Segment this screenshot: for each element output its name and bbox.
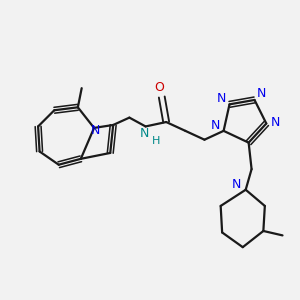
Text: N: N: [211, 119, 220, 132]
Text: H: H: [152, 136, 160, 146]
Text: N: N: [271, 116, 280, 128]
Text: N: N: [91, 124, 100, 137]
Text: N: N: [232, 178, 241, 191]
Text: N: N: [257, 87, 267, 100]
Text: O: O: [154, 81, 164, 94]
Text: N: N: [217, 92, 226, 105]
Text: N: N: [140, 127, 149, 140]
